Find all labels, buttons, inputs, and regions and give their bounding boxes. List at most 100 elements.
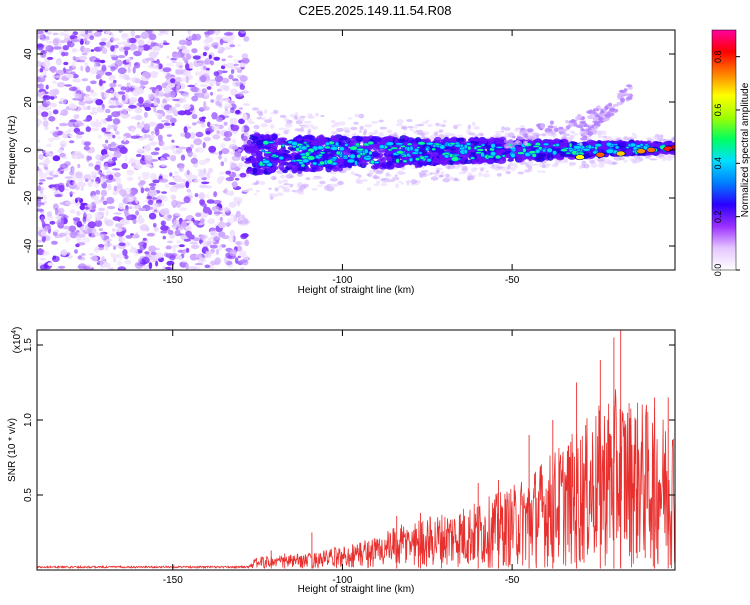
heatmap-noise-blob (129, 96, 138, 104)
heatmap-bright-blob (594, 143, 603, 148)
heatmap-bright-blob (319, 160, 326, 166)
heatmap-halo-blob (311, 188, 318, 191)
heatmap-bright-blob (278, 155, 285, 161)
heatmap-core-blob (432, 162, 437, 167)
heatmap-noise-blob (206, 199, 215, 204)
heatmap-noise-blob (209, 231, 218, 234)
heatmap-noise-blob (110, 233, 116, 238)
heatmap-noise-blob (101, 196, 105, 201)
heatmap-noise-blob (117, 105, 122, 108)
heatmap-noise-blob (90, 255, 98, 262)
heatmap-halo-blob (253, 124, 260, 130)
heatmap-noise-blob (100, 177, 104, 184)
heatmap-halo-blob (552, 134, 557, 138)
heatmap-noise-blob (55, 126, 59, 130)
heatmap-bright-blob (542, 142, 550, 147)
heatmap-halo-blob (253, 193, 258, 196)
heatmap-noise-blob (118, 30, 123, 33)
heatmap-noise-blob (232, 78, 239, 82)
heatmap-noise-blob (154, 147, 160, 151)
heatmap-noise-blob (61, 98, 67, 105)
heatmap-bright-blob (516, 151, 526, 155)
heatmap-halo-blob (294, 190, 300, 194)
heatmap-halo-blob (364, 124, 373, 128)
heatmap-noise-blob (108, 105, 116, 109)
heatmap-noise-blob (199, 198, 205, 206)
heatmap-noise-blob (110, 65, 116, 72)
heatmap-noise-blob (161, 119, 170, 123)
heatmap-noise-blob (113, 212, 123, 215)
heatmap-noise-blob (110, 254, 120, 258)
heatmap-noise-blob (102, 200, 108, 206)
heatmap-noise-blob (230, 124, 240, 131)
heatmap-noise-blob (179, 207, 188, 212)
heatmap-halo-blob (496, 173, 502, 177)
heatmap-noise-blob (156, 58, 160, 65)
heatmap-noise-blob (57, 149, 64, 153)
heatmap-noise-blob (43, 94, 48, 99)
heatmap-noise-blob (114, 223, 123, 228)
heatmap-halo-blob (397, 171, 405, 175)
heatmap-noise-blob (199, 184, 208, 189)
heatmap-noise-blob (88, 253, 95, 256)
heatmap-x-tick-label: -150 (163, 275, 183, 286)
heatmap-noise-blob (161, 196, 168, 203)
heatmap-noise-blob (113, 185, 118, 192)
heatmap-noise-blob (117, 55, 126, 59)
heatmap-halo-blob (274, 187, 279, 192)
heatmap-noise-blob (85, 126, 92, 132)
heatmap-noise-blob (119, 219, 129, 225)
heatmap-noise-blob (44, 225, 48, 233)
heatmap-core-blob (494, 137, 503, 143)
heatmap-bright-blob (614, 145, 620, 150)
heatmap-noise-blob (159, 178, 169, 183)
heatmap-branch-blob (625, 96, 633, 101)
snr-x-tick-label: -50 (505, 575, 520, 586)
heatmap-noise-blob (146, 40, 152, 46)
heatmap-branch-blob (523, 135, 529, 138)
heatmap-noise-blob (142, 173, 150, 180)
heatmap-noise-blob (52, 131, 60, 138)
heatmap-noise-blob (208, 145, 217, 153)
heatmap-halo-blob (442, 119, 447, 124)
heatmap-noise-blob (117, 67, 127, 74)
heatmap-noise-blob (123, 46, 131, 51)
heatmap-branch-blob (517, 136, 524, 140)
heatmap-bright-blob (312, 161, 318, 166)
heatmap-noise-blob (193, 179, 202, 183)
heatmap-noise-blob (181, 69, 186, 73)
heatmap-core-blob (381, 163, 387, 169)
heatmap-core-blob (377, 149, 387, 153)
heatmap-noise-blob (192, 122, 197, 126)
heatmap-x-axis: -150 -100 -50 (163, 30, 520, 286)
heatmap-noise-blob (178, 244, 185, 248)
heatmap-noise-blob (165, 245, 172, 250)
heatmap-halo-blob (366, 187, 372, 191)
heatmap-bright-blob (418, 151, 423, 155)
heatmap-noise-blob (180, 234, 187, 241)
heatmap-noise-blob (76, 59, 86, 63)
heatmap-halo-blob (366, 173, 370, 176)
heatmap-noise-blob (69, 209, 76, 214)
heatmap-noise-blob (217, 49, 224, 54)
heatmap-halo-blob (273, 109, 279, 114)
snr-panel: -150 -100 -50 0.5 1.0 1.5 Height of straight… (7, 327, 676, 595)
heatmap-noise-blob (198, 257, 207, 264)
heatmap-branch-blob (565, 119, 569, 124)
heatmap-noise-blob (185, 230, 193, 238)
heatmap-noise-blob (134, 114, 143, 121)
heatmap-noise-blob (241, 135, 248, 142)
heatmap-noise-blob (147, 30, 153, 35)
heatmap-bright-blob (465, 142, 472, 146)
heatmap-noise-blob (55, 170, 61, 175)
heatmap-halo-blob (590, 162, 598, 168)
heatmap-halo-blob (278, 127, 287, 130)
heatmap-noise-blob (80, 256, 86, 261)
heatmap-core-blob (252, 167, 258, 174)
heatmap-noise-blob (108, 174, 114, 181)
heatmap-bright-blob (470, 156, 476, 160)
heatmap-halo-blob (261, 117, 266, 121)
heatmap-noise-blob (82, 38, 87, 42)
heatmap-noise-blob (162, 42, 170, 46)
heatmap-halo-blob (268, 187, 272, 190)
